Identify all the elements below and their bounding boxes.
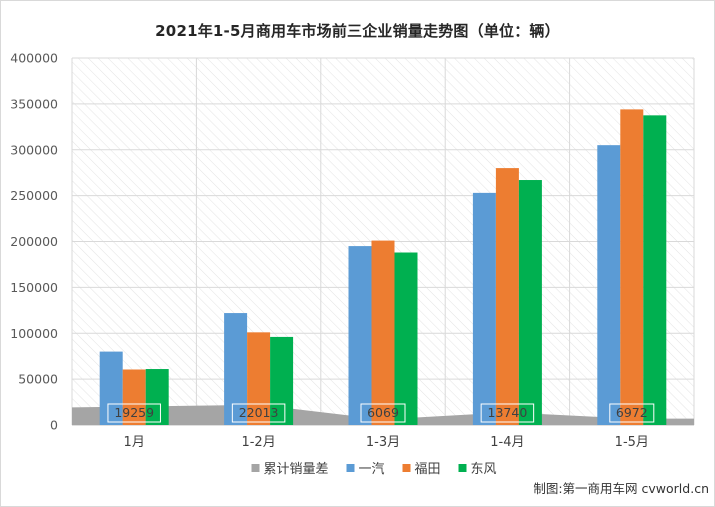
bar-一汽 <box>597 145 621 425</box>
area-label-box <box>231 403 286 423</box>
x-tick-label: 1月 <box>124 435 145 450</box>
bar-东风 <box>394 252 418 425</box>
bar-福田 <box>122 369 146 425</box>
bar-一汽 <box>99 351 123 425</box>
y-tick-label: 0 <box>50 418 58 433</box>
y-tick-label: 50000 <box>18 372 58 387</box>
y-tick-label: 350000 <box>10 96 58 111</box>
x-tick-label: 1-5月 <box>615 435 649 450</box>
x-tick-label: 1-4月 <box>490 435 524 450</box>
bar-东风 <box>270 336 294 425</box>
bar-一汽 <box>224 313 248 425</box>
y-tick-label: 400000 <box>10 51 58 66</box>
chart-title: 2021年1-5月商用车市场前三企业销量走势图（单位：辆） <box>155 22 560 40</box>
area-label-box <box>107 403 161 423</box>
y-tick-label: 200000 <box>10 234 58 249</box>
legend-label: 累计销量差 <box>264 462 329 477</box>
bar-福田 <box>371 240 395 425</box>
legend-swatch <box>458 464 467 472</box>
area-data-label: 13740 <box>488 405 528 420</box>
bar-福田 <box>495 168 519 425</box>
y-tick-label: 150000 <box>10 280 58 295</box>
area-label-box <box>609 403 655 423</box>
area-label-box <box>360 403 406 423</box>
y-tick-label: 300000 <box>10 142 58 157</box>
bar-福田 <box>620 109 644 425</box>
bar-东风 <box>643 115 667 425</box>
x-tick-label: 1-2月 <box>241 435 275 450</box>
bar-东风 <box>518 180 542 425</box>
legend-label: 一汽 <box>359 462 385 477</box>
legend-swatch <box>251 464 260 472</box>
bar-福田 <box>247 332 271 425</box>
legend-swatch <box>402 464 411 472</box>
area-label-box <box>480 403 535 423</box>
area-data-label: 19259 <box>114 405 154 420</box>
bar-一汽 <box>472 192 496 425</box>
area-data-label: 6972 <box>616 405 648 420</box>
legend-swatch <box>346 464 355 472</box>
legend-label: 福田 <box>415 462 441 477</box>
y-tick-label: 100000 <box>10 326 58 341</box>
area-data-label: 6069 <box>367 405 399 420</box>
area-data-label: 22013 <box>239 405 279 420</box>
y-tick-label: 250000 <box>10 188 58 203</box>
legend-label: 东风 <box>471 462 497 477</box>
x-tick-label: 1-3月 <box>366 435 400 450</box>
bar-东风 <box>145 369 169 425</box>
source-credit: 制图:第一商用车网 cvworld.cn <box>533 481 709 496</box>
bar-一汽 <box>348 246 372 425</box>
